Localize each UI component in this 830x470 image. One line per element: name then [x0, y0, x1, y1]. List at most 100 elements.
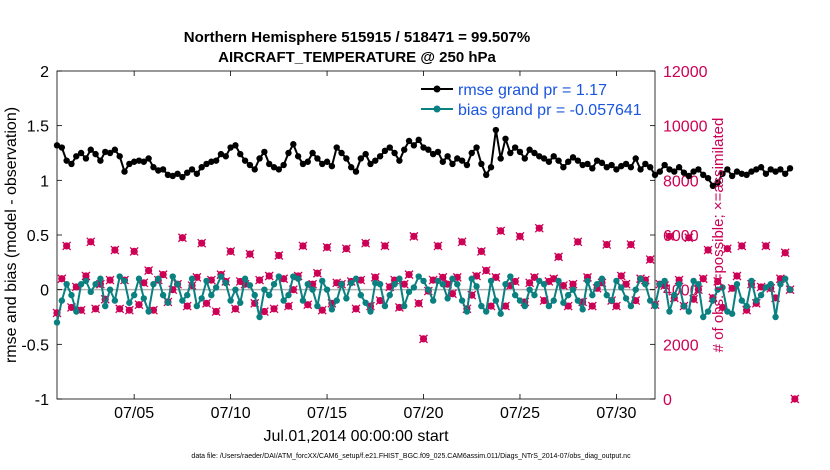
rmse-point: [198, 164, 205, 171]
bias-point: [275, 273, 283, 280]
obs-assimilated-cross: [414, 298, 424, 308]
bias-point: [343, 295, 350, 302]
bias-point: [526, 286, 533, 293]
bias-point: [82, 277, 90, 285]
obs-assimilated-cross: [269, 304, 279, 314]
obs-assimilated-cross: [780, 248, 790, 258]
rmse-point: [502, 135, 509, 142]
rmse-point: [145, 155, 152, 162]
y-right-tick-label: 2000: [663, 337, 699, 354]
obs-assimilated-cross: [134, 300, 144, 310]
rmse-point: [130, 158, 138, 165]
obs-assimilated-cross: [202, 298, 211, 308]
y-axis-right-label: # of obs: o=possible; ×=assimilated: [710, 118, 727, 353]
rmse-point: [603, 164, 610, 171]
obs-assimilated-cross: [62, 241, 72, 251]
x-tick-label: 07/20: [403, 405, 443, 422]
rmse-series-group: [53, 126, 794, 189]
bias-point: [618, 284, 625, 291]
y-left-tick-label: 0.5: [27, 228, 49, 245]
x-tick-label: 07/10: [211, 405, 251, 422]
bias-point: [352, 275, 360, 282]
obs-assimilated-cross: [279, 274, 289, 284]
obs-assimilated-cross: [631, 296, 641, 306]
bias-point: [782, 275, 789, 282]
rmse-point: [328, 162, 336, 170]
rmse-point: [323, 158, 331, 165]
obs-assimilated-cross: [554, 252, 564, 262]
bias-point: [439, 281, 447, 288]
bias-point: [680, 302, 688, 310]
rmse-point: [675, 164, 683, 171]
rmse-point: [82, 155, 90, 162]
rmse-point: [786, 165, 794, 172]
rmse-point: [237, 150, 244, 158]
rmse-point: [410, 142, 418, 149]
rmse-point: [391, 149, 398, 157]
bias-point: [77, 281, 85, 288]
rmse-point: [280, 161, 287, 169]
bias-point: [772, 313, 779, 321]
rmse-point: [333, 144, 340, 151]
bias-point: [434, 277, 442, 285]
rmse-point: [646, 164, 654, 171]
legend: rmse grand pr = 1.17 bias grand pr = -0.…: [417, 79, 649, 123]
bias-point: [560, 299, 567, 306]
obs-assimilated-cross: [211, 307, 221, 316]
obs-assimilated-cross: [197, 238, 207, 248]
rmse-point: [169, 172, 176, 180]
rmse-point: [164, 171, 172, 179]
bias-point: [463, 308, 471, 315]
bias-point: [777, 281, 784, 288]
rmse-point: [762, 170, 770, 177]
rmse-point: [347, 164, 355, 171]
obs-assimilated-cross: [288, 285, 298, 295]
bias-point: [550, 297, 557, 304]
obs-assimilated-cross: [105, 275, 115, 285]
bias-point: [757, 291, 765, 299]
rmse-point: [584, 160, 591, 168]
obs-assimilated-cross: [645, 255, 655, 265]
bias-point: [516, 297, 524, 304]
rmse-point: [593, 157, 601, 164]
rmse-point: [203, 160, 210, 168]
obs-assimilated-cross: [226, 246, 236, 256]
rmse-point: [217, 150, 225, 158]
bias-point: [646, 297, 654, 304]
obs-assimilated-cross: [230, 304, 240, 314]
bias-point: [126, 299, 133, 306]
rmse-point: [193, 170, 201, 177]
bias-point: [521, 302, 528, 310]
bias-point: [709, 297, 717, 304]
bias-point: [622, 295, 630, 302]
obs-assimilated-cross: [501, 301, 510, 311]
bias-point: [415, 273, 422, 280]
rmse-point: [540, 155, 548, 162]
bias-point: [738, 297, 746, 304]
obs-assimilated-cross: [303, 300, 313, 310]
y-left-tick-label: 1.5: [27, 119, 49, 136]
x-tick-label: 07/05: [114, 405, 154, 422]
bias-point: [246, 282, 254, 289]
bias-point: [135, 275, 143, 282]
bias-point: [58, 297, 66, 304]
bias-point: [642, 281, 649, 288]
bias-point: [574, 297, 582, 304]
rmse-point: [642, 160, 649, 168]
bias-point: [492, 297, 500, 304]
rmse-point: [429, 150, 437, 158]
bias-point: [483, 308, 490, 315]
rmse-point: [680, 169, 688, 176]
rmse-point: [757, 164, 765, 171]
bias-point: [507, 273, 514, 280]
rmse-point: [767, 166, 774, 173]
bias-point: [569, 286, 577, 293]
bias-point: [425, 286, 432, 293]
x-tick-label: 07/15: [307, 405, 347, 422]
y-right-tick-label: 8000: [663, 173, 699, 190]
chart-subtitle: AIRCRAFT_TEMPERATURE @ 250 hPa: [218, 49, 496, 66]
rmse-point: [309, 149, 316, 157]
rmse-point: [376, 153, 384, 160]
bias-point: [714, 286, 721, 293]
